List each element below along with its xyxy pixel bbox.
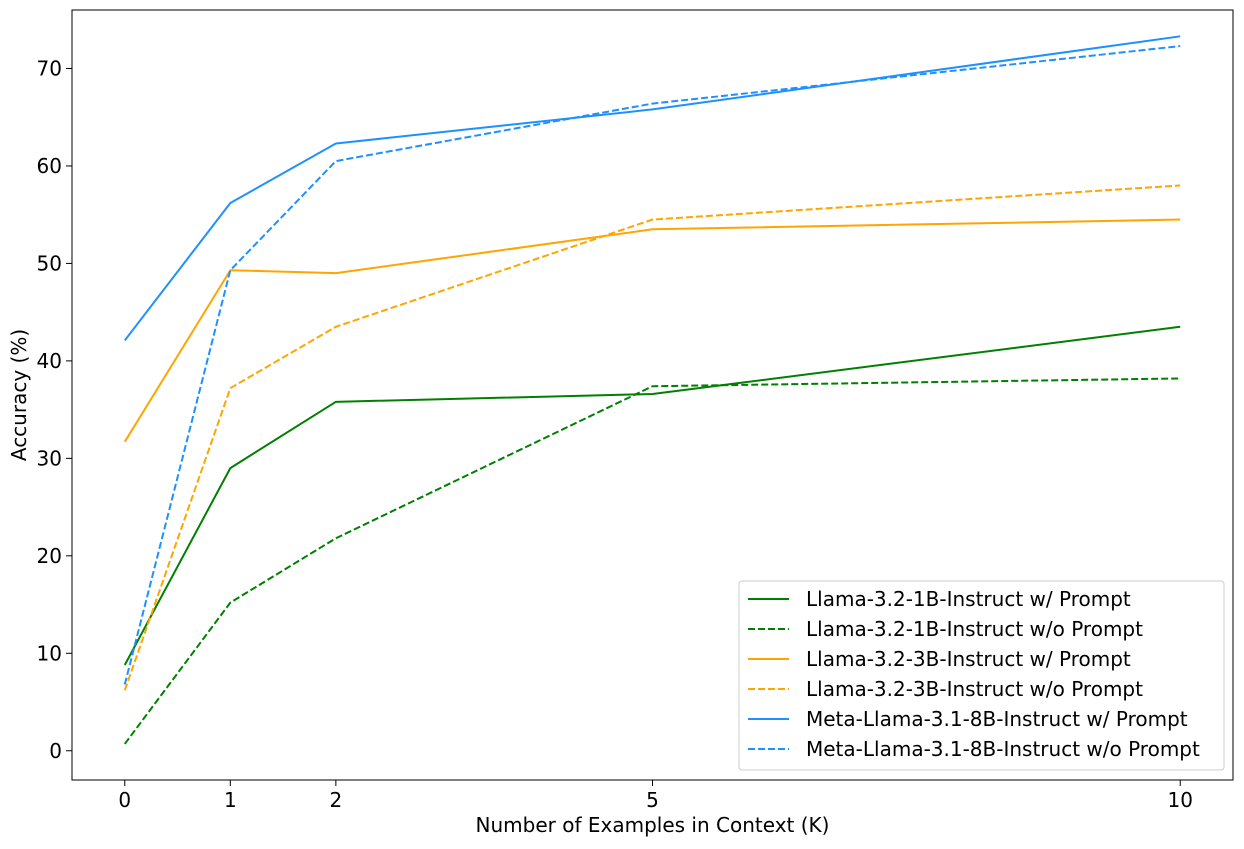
legend-box <box>738 580 1225 771</box>
y-axis-title: Accuracy (%) <box>7 329 31 461</box>
legend-label-4: Llama-3.2-3B-Instruct w/o Prompt <box>806 677 1143 701</box>
x-tick-label: 2 <box>329 788 342 812</box>
y-tick-label: 40 <box>37 349 62 373</box>
x-tick-label: 5 <box>646 788 659 812</box>
legend-label-6: Meta-Llama-3.1-8B-Instruct w/o Prompt <box>806 737 1200 761</box>
series-line-1 <box>123 325 1181 666</box>
legend-label-3: Llama-3.2-3B-Instruct w/ Prompt <box>806 647 1131 671</box>
series-line-5 <box>123 35 1181 342</box>
legend-label-2: Llama-3.2-1B-Instruct w/o Prompt <box>806 617 1143 641</box>
y-tick-label: 70 <box>37 56 62 80</box>
y-tick-label: 10 <box>37 641 62 665</box>
legend-label-5: Meta-Llama-3.1-8B-Instruct w/ Prompt <box>806 707 1188 731</box>
legend: Llama-3.2-1B-Instruct w/ Prompt Llama-3.2… <box>738 580 1225 771</box>
y-axis: 0 10 20 30 40 50 60 70 <box>37 56 72 763</box>
series-line-3 <box>123 218 1181 443</box>
y-tick-label: 30 <box>37 446 62 470</box>
x-axis: 0 1 2 5 10 <box>118 780 1193 812</box>
x-tick-label: 0 <box>118 788 131 812</box>
series-line-4 <box>123 184 1181 691</box>
x-axis-title: Number of Examples in Context (K) <box>476 813 830 837</box>
x-tick-label: 1 <box>224 788 237 812</box>
y-tick-label: 60 <box>37 154 62 178</box>
y-tick-label: 50 <box>37 251 62 275</box>
y-tick-label: 20 <box>37 544 62 568</box>
series-line-6 <box>123 45 1181 685</box>
legend-label-1: Llama-3.2-1B-Instruct w/ Prompt <box>806 587 1131 611</box>
x-tick-label: 10 <box>1168 788 1193 812</box>
y-tick-label: 0 <box>49 739 62 763</box>
